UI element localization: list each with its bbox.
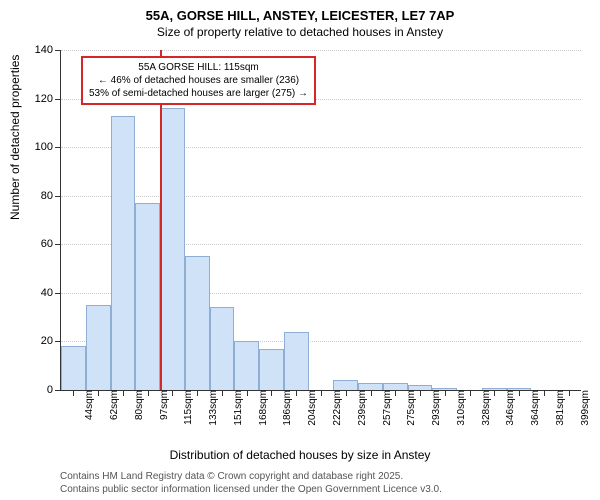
x-tick [321,390,322,396]
y-tick-label: 100 [35,141,61,153]
y-tick-label: 80 [41,190,61,202]
x-tick [544,390,545,396]
x-tick [395,390,396,396]
y-tick-label: 20 [41,335,61,347]
x-tick [123,390,124,396]
histogram-bar [86,305,111,390]
x-tick-label: 168sqm [250,390,269,426]
x-tick [346,390,347,396]
grid-line [61,196,581,197]
chart-container: 55A, GORSE HILL, ANSTEY, LEICESTER, LE7 … [0,0,600,500]
x-tick-label: 310sqm [448,390,467,426]
x-tick [569,390,570,396]
x-tick-label: 257sqm [374,390,393,426]
x-tick-label: 222sqm [324,390,343,426]
histogram-bar [259,349,284,390]
x-tick-label: 293sqm [423,390,442,426]
histogram-bar [135,203,160,390]
histogram-bar [61,346,86,390]
y-tick-label: 40 [41,287,61,299]
x-tick-label: 239sqm [349,390,368,426]
y-tick-label: 140 [35,44,61,56]
annotation-line2: ← 46% of detached houses are smaller (23… [89,74,308,87]
x-tick [494,390,495,396]
x-tick [371,390,372,396]
x-tick [470,390,471,396]
histogram-bar [284,332,309,390]
y-axis-label: Number of detached properties [8,55,22,220]
histogram-bar [111,116,136,390]
x-tick-label: 186sqm [274,390,293,426]
annotation-line1: 55A GORSE HILL: 115sqm [89,61,308,74]
y-tick-label: 0 [47,384,61,396]
credits-line2: Contains public sector information licen… [60,483,442,496]
x-tick [445,390,446,396]
y-tick-label: 120 [35,93,61,105]
x-tick [296,390,297,396]
x-tick-label: 399sqm [572,390,591,426]
x-tick-label: 275sqm [398,390,417,426]
plot-area: 02040608010012014044sqm62sqm80sqm97sqm11… [60,50,581,391]
histogram-bar [383,383,408,390]
x-tick-label: 115sqm [175,390,194,425]
x-tick-label: 204sqm [299,390,318,426]
histogram-bar [358,383,383,390]
x-tick-label: 80sqm [126,390,145,420]
y-tick-label: 60 [41,238,61,250]
chart-subtitle: Size of property relative to detached ho… [0,25,600,43]
x-tick-label: 44sqm [76,390,95,420]
x-tick [222,390,223,396]
x-tick-label: 364sqm [522,390,541,426]
x-tick [172,390,173,396]
x-tick [271,390,272,396]
x-tick [519,390,520,396]
x-tick [197,390,198,396]
histogram-bar [160,108,185,390]
x-tick [148,390,149,396]
x-tick-label: 62sqm [101,390,120,420]
x-axis-label: Distribution of detached houses by size … [0,448,600,462]
histogram-bar [185,256,210,390]
grid-line [61,147,581,148]
x-tick-label: 133sqm [200,390,219,426]
x-tick [73,390,74,396]
x-tick-label: 346sqm [497,390,516,426]
histogram-bar [234,341,259,390]
x-tick-label: 381sqm [547,390,566,426]
x-tick [420,390,421,396]
histogram-bar [210,307,235,390]
x-tick-label: 97sqm [151,390,170,420]
x-tick [247,390,248,396]
chart-title: 55A, GORSE HILL, ANSTEY, LEICESTER, LE7 … [0,0,600,25]
x-tick-label: 151sqm [225,390,244,426]
annotation-box: 55A GORSE HILL: 115sqm ← 46% of detached… [81,56,316,105]
credits: Contains HM Land Registry data © Crown c… [60,470,442,496]
annotation-line3: 53% of semi-detached houses are larger (… [89,87,308,100]
credits-line1: Contains HM Land Registry data © Crown c… [60,470,442,483]
x-tick-label: 328sqm [473,390,492,426]
histogram-bar [333,380,358,390]
grid-line [61,50,581,51]
x-tick [98,390,99,396]
